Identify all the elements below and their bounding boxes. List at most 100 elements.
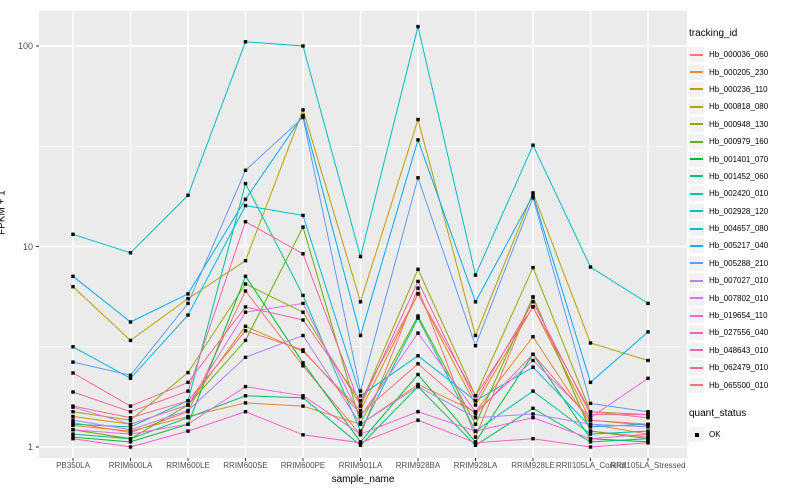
data-point-marker — [416, 382, 420, 387]
data-point-marker — [186, 313, 190, 317]
legend-label: Hb_004657_080 — [709, 224, 769, 234]
data-point-marker — [473, 441, 478, 445]
data-point-marker — [128, 425, 133, 429]
legend-key-line-icon — [689, 151, 704, 167]
legend-entry: Hb_000979_160 — [689, 133, 799, 150]
data-point-marker — [473, 273, 478, 277]
data-point-marker — [531, 358, 535, 363]
data-point-marker — [71, 437, 75, 441]
legend-label: Hb_000948_130 — [709, 119, 769, 129]
legend-entry: Hb_004657_080 — [689, 220, 799, 237]
legend-label: Hb_027556_040 — [709, 328, 769, 338]
data-point-marker — [588, 432, 593, 436]
legend-title-tracking-id: tracking_id — [689, 28, 738, 39]
data-point-marker — [531, 389, 535, 393]
data-point-marker — [473, 412, 478, 416]
legend-label: OK — [709, 430, 721, 439]
data-point-marker — [128, 418, 133, 422]
data-point-marker — [473, 410, 478, 414]
legend-label: Hb_000236_110 — [709, 84, 768, 94]
data-point-marker — [128, 338, 133, 343]
data-point-marker — [646, 422, 650, 426]
data-point-marker — [186, 301, 190, 306]
data-point-marker — [531, 416, 535, 420]
data-point-marker — [243, 181, 248, 186]
data-point-marker — [416, 292, 420, 296]
legend-key-line-icon — [689, 186, 704, 202]
data-point-marker — [588, 440, 593, 444]
x-tick-label: RRIM600LE — [166, 461, 210, 470]
legend-entry: Hb_000948_130 — [689, 116, 799, 133]
y-tick-label: 1 — [27, 442, 33, 452]
data-point-marker — [71, 428, 75, 432]
data-point-marker — [473, 394, 478, 398]
data-point-marker — [358, 254, 363, 259]
x-tick-label: RRIM928LA — [453, 461, 498, 470]
data-point-marker — [301, 433, 305, 437]
data-point-marker — [531, 365, 535, 369]
data-point-marker — [473, 403, 478, 407]
data-point-marker — [301, 293, 305, 298]
legend-entry: Hb_007027_010 — [689, 272, 799, 289]
data-point-marker — [588, 416, 593, 420]
data-point-marker — [301, 252, 305, 256]
x-axis-title: sample_name — [331, 474, 395, 485]
legend-entry: Hb_000036_060 — [689, 46, 799, 63]
legend-entry: Hb_005288_210 — [689, 255, 799, 272]
data-point-marker — [358, 441, 363, 445]
legend-label: Hb_001452_060 — [709, 171, 769, 181]
data-point-marker — [646, 425, 650, 429]
data-point-marker — [531, 437, 535, 441]
legend-label: Hb_007027_010 — [709, 276, 769, 286]
legend-key-line-icon — [689, 99, 704, 115]
y-tick-label: 10 — [22, 241, 33, 252]
x-tick-label: RRII105LA_Control — [555, 461, 626, 470]
data-point-marker — [186, 292, 190, 296]
data-point-marker — [588, 410, 593, 414]
data-point-marker — [646, 358, 650, 363]
data-point-marker — [646, 412, 650, 417]
legend-entry: Hb_048643_010 — [689, 342, 799, 359]
data-point-marker — [358, 300, 363, 304]
data-point-marker — [186, 296, 190, 301]
data-point-marker — [646, 432, 650, 436]
data-point-marker — [301, 108, 305, 112]
data-point-marker — [243, 305, 248, 309]
data-point-marker — [301, 213, 305, 218]
data-point-marker — [243, 310, 248, 314]
data-point-marker — [301, 113, 305, 118]
data-point-marker — [71, 432, 75, 436]
data-point-marker — [301, 318, 305, 322]
legend-label: Hb_000818_080 — [709, 102, 769, 112]
data-point-marker — [358, 333, 363, 338]
data-point-marker — [71, 345, 75, 349]
legend-key-line-icon — [689, 168, 704, 184]
data-point-marker — [243, 401, 248, 405]
legend-key-line-icon — [689, 308, 704, 324]
legend-key-line-icon — [689, 273, 704, 289]
data-point-marker — [588, 422, 593, 426]
data-point-marker — [473, 416, 478, 420]
data-point-marker — [71, 418, 75, 422]
data-point-marker — [243, 220, 248, 224]
legend: tracking_id Hb_000036_060 Hb_000205_230 Hb… — [689, 28, 799, 443]
data-point-marker — [358, 399, 363, 403]
x-tick-label: RRIM901LA — [338, 461, 383, 470]
data-point-marker — [646, 437, 650, 441]
legend-key-line-icon — [689, 377, 704, 393]
data-point-marker — [531, 265, 535, 270]
data-point-marker — [243, 329, 248, 333]
data-point-marker — [588, 418, 593, 422]
legend-entry: Hb_019654_110 — [689, 307, 799, 324]
data-point-marker — [243, 197, 248, 201]
data-point-marker — [243, 324, 248, 328]
legend-label: Hb_000205_230 — [709, 67, 769, 77]
data-point-marker — [301, 404, 305, 408]
data-point-marker — [71, 232, 75, 236]
data-point-marker — [128, 428, 133, 432]
x-tick-label: RRIM928BA — [395, 461, 441, 470]
data-point-marker — [588, 437, 593, 441]
legend-key-line-icon — [689, 360, 704, 376]
